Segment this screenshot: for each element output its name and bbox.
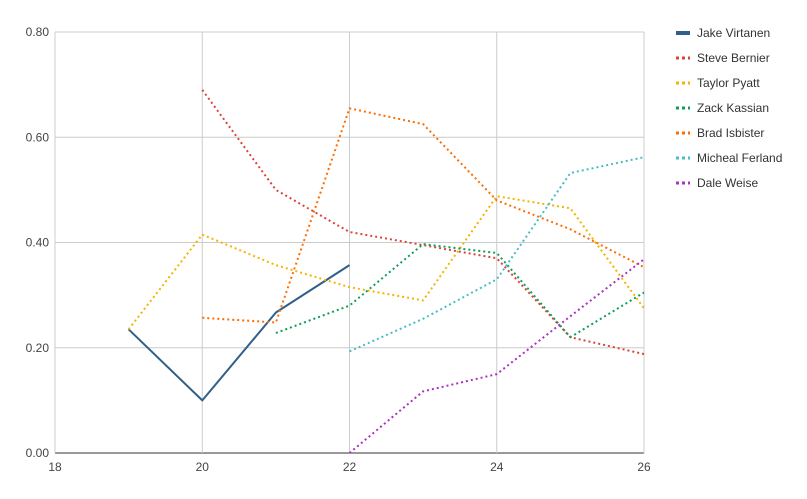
x-tick-label: 22	[343, 460, 357, 474]
legend: Jake Virtanen Steve Bernier Taylor Pyatt Za…	[676, 26, 782, 190]
x-tick-label: 20	[196, 460, 210, 474]
x-tick-label: 26	[637, 460, 651, 474]
y-tick-label: 0.40	[26, 236, 50, 250]
series-line-brad-isbister	[202, 107, 645, 324]
legend-label: Brad Isbister	[697, 126, 764, 140]
axes: 0.00 0.20 0.40 0.60 0.80 18 20 22 24 26	[26, 25, 651, 474]
series-lines	[127, 89, 645, 454]
legend-label: Dale Weise	[697, 176, 758, 190]
legend-label: Steve Bernier	[697, 51, 770, 65]
series-line-taylor-pyatt	[127, 195, 645, 330]
legend-label: Zack Kassian	[697, 101, 769, 115]
legend-label: Jake Virtanen	[697, 26, 770, 40]
series-line-jake-virtanen	[127, 264, 351, 402]
y-tick-label: 0.20	[26, 341, 50, 355]
series-line-steve-bernier	[201, 89, 645, 356]
series-line-dale-weise	[348, 258, 645, 454]
y-tick-label: 0.60	[26, 130, 50, 144]
legend-label: Micheal Ferland	[697, 151, 782, 165]
legend-label: Taylor Pyatt	[697, 76, 760, 90]
x-tick-label: 24	[490, 460, 504, 474]
y-tick-label: 0.80	[26, 25, 50, 39]
x-tick-label: 18	[48, 460, 62, 474]
grid-lines	[54, 31, 645, 454]
y-tick-label: 0.00	[26, 446, 50, 460]
series-line-zack-kassian	[275, 243, 645, 339]
